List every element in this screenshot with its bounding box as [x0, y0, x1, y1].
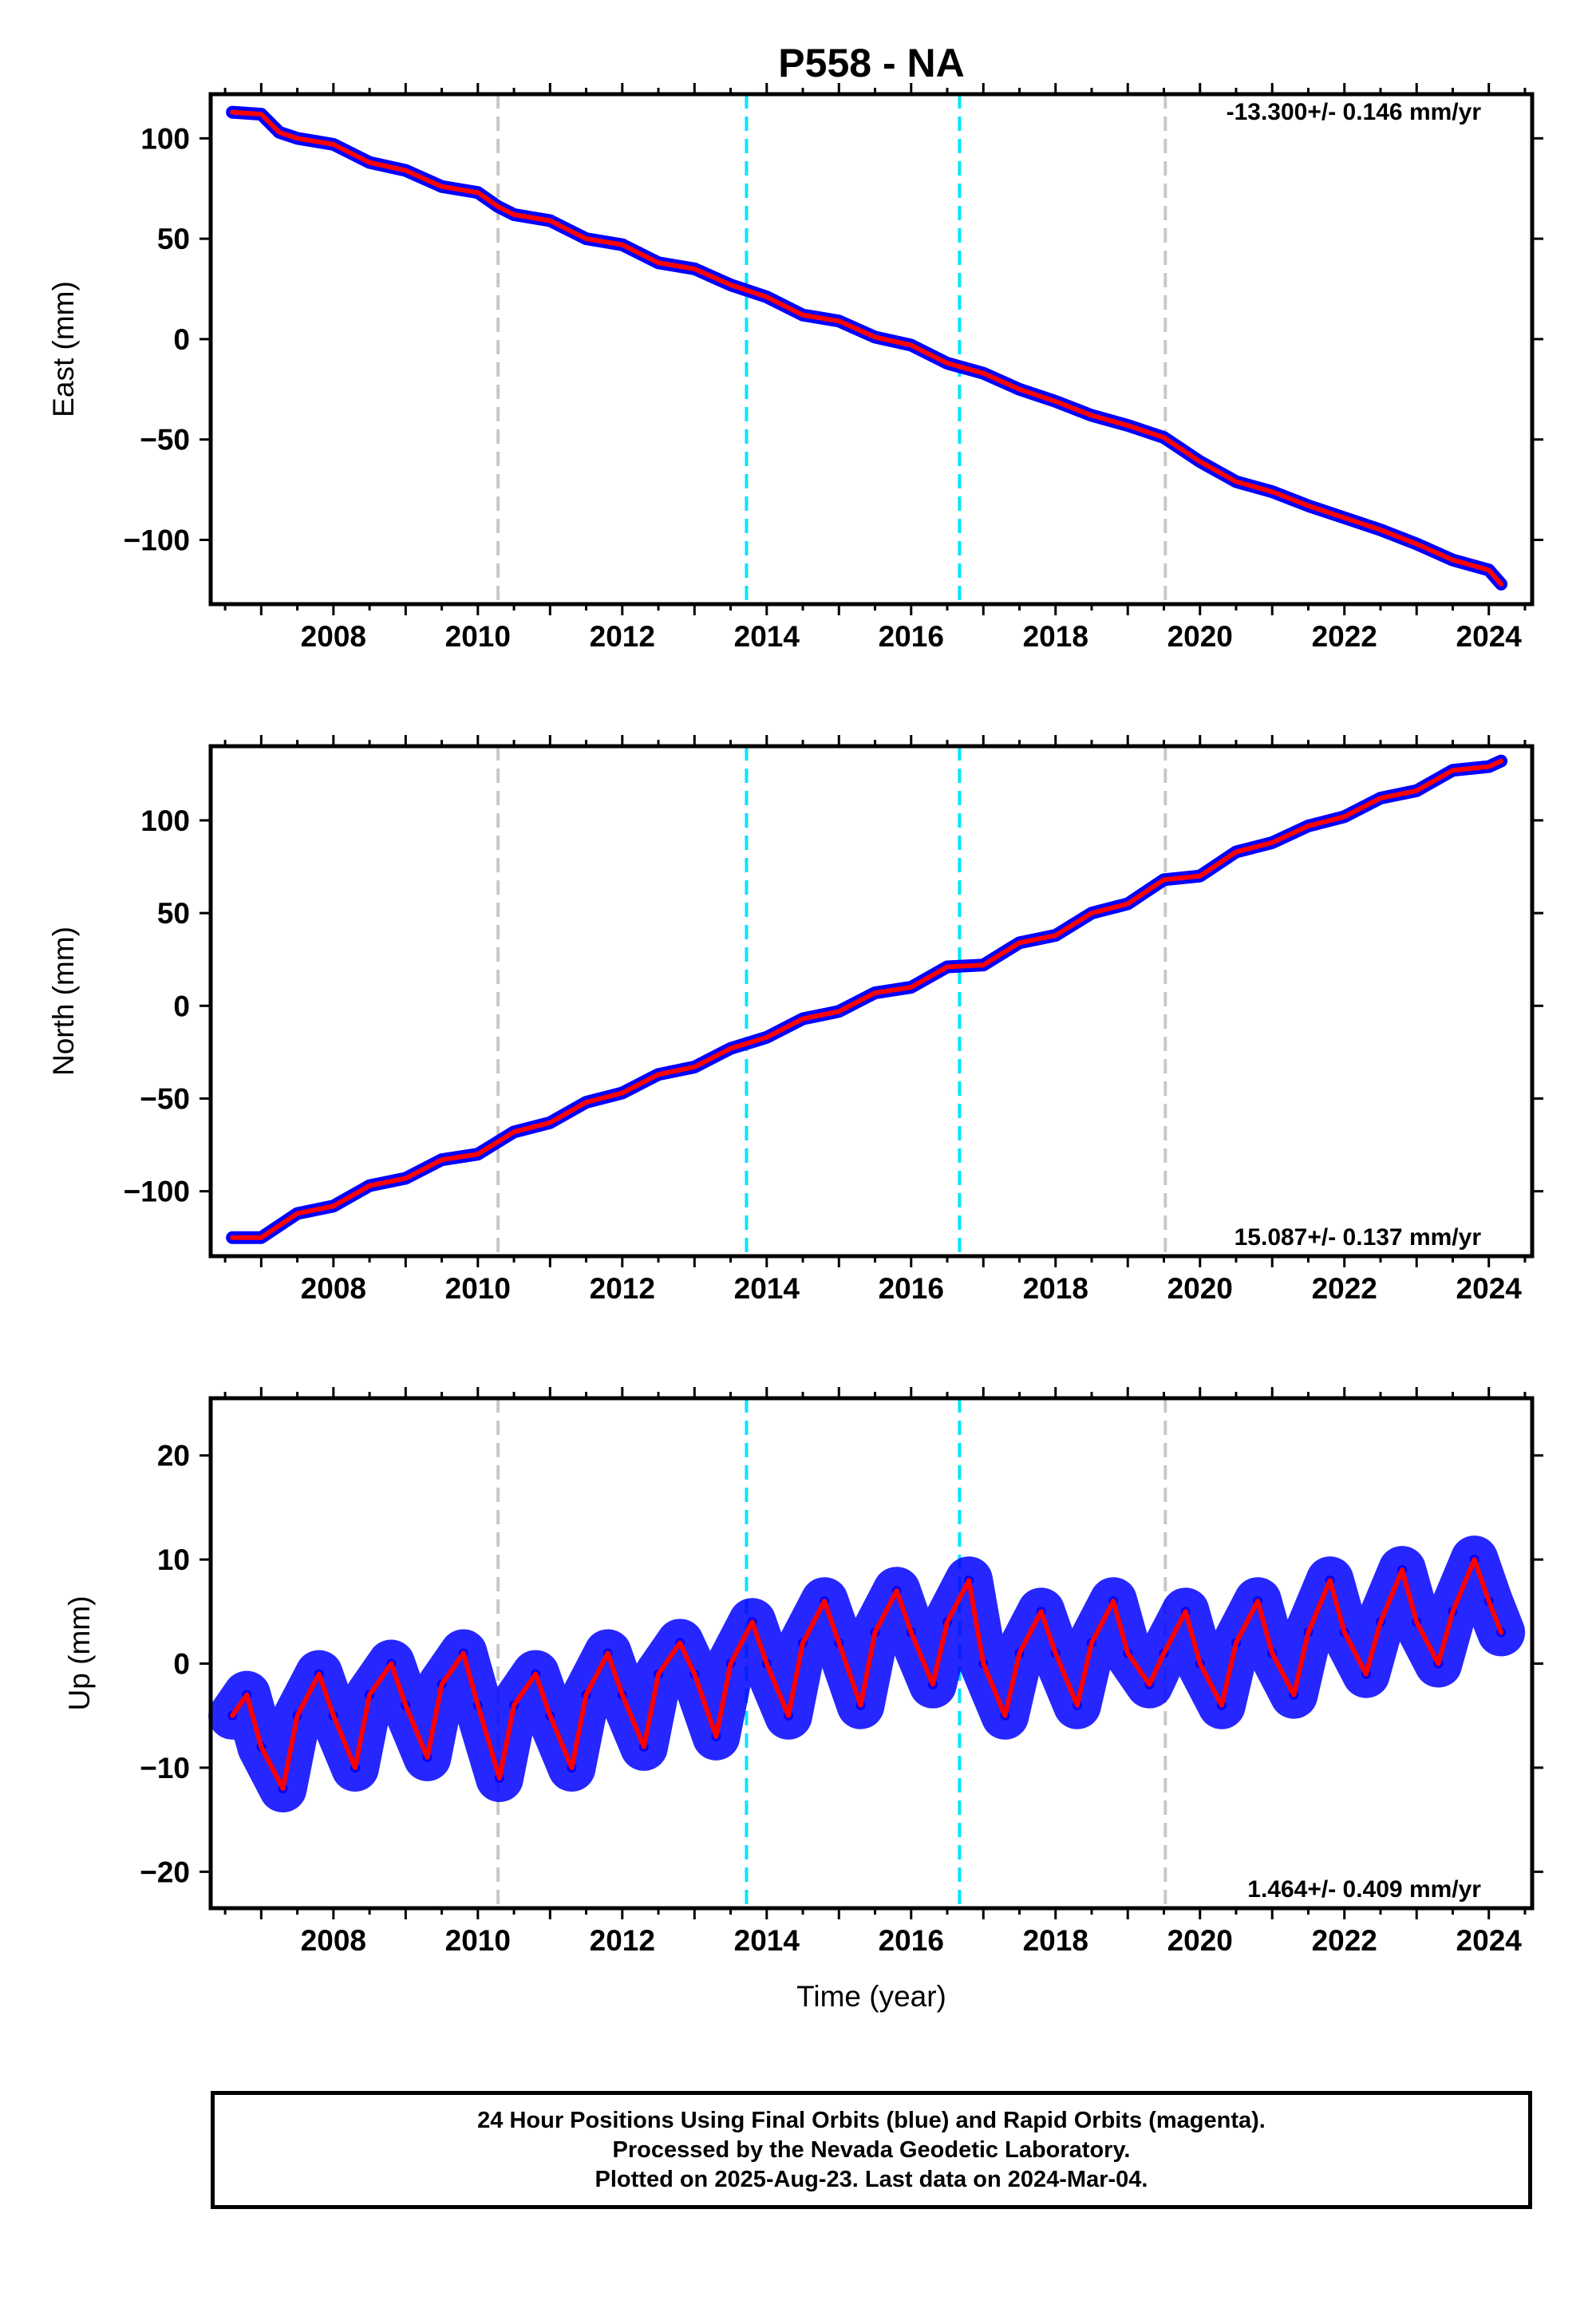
model-fit-line: [230, 1557, 1504, 1792]
footer-line-3: Plotted on 2025-Aug-23. Last data on 202…: [595, 2166, 1148, 2192]
x-tick-label: 2014: [734, 1924, 800, 1957]
data-points-band: [226, 105, 1508, 591]
x-tick-label: 2016: [879, 1272, 944, 1305]
model-fit-line: [230, 109, 1504, 587]
plot-frame: [208, 1396, 1535, 1911]
x-tick-label: 2020: [1167, 620, 1233, 653]
x-tick-label: 2010: [445, 620, 511, 653]
velocity-annotation: 15.087+/- 0.137 mm/yr: [1235, 1224, 1482, 1251]
x-tick-label: 2008: [301, 620, 366, 653]
y-tick-label: 0: [173, 990, 190, 1022]
footer-line-2: Processed by the Nevada Geodetic Laborat…: [612, 2136, 1131, 2163]
y-tick-label: −100: [124, 1176, 190, 1208]
x-tick-label: 2008: [301, 1924, 366, 1957]
y-tick-label: 0: [173, 1648, 190, 1681]
x-tick-label: 2024: [1456, 1924, 1523, 1957]
x-tick-label: 2024: [1456, 1272, 1523, 1305]
x-tick-label: 2012: [590, 620, 655, 653]
y-tick-label: −50: [140, 424, 190, 456]
chart-title: P558 - NA: [778, 41, 964, 85]
x-tick-label: 2018: [1023, 1924, 1088, 1957]
y-axis-title: East (mm): [47, 281, 80, 417]
x-tick-label: 2012: [590, 1924, 655, 1957]
x-tick-label: 2010: [445, 1924, 511, 1957]
velocity-annotation: -13.300+/- 0.146 mm/yr: [1227, 99, 1482, 125]
y-tick-label: 50: [157, 223, 190, 255]
y-axis-title: Up (mm): [63, 1596, 96, 1711]
footer-line-1: 24 Hour Positions Using Final Orbits (bl…: [477, 2107, 1266, 2133]
y-tick-label: −50: [140, 1082, 190, 1115]
x-tick-label: 2012: [590, 1272, 655, 1305]
velocity-annotation: 1.464+/- 0.409 mm/yr: [1247, 1876, 1481, 1903]
y-tick-label: 100: [140, 804, 190, 837]
x-tick-label: 2024: [1456, 620, 1523, 653]
plot-frame: [208, 92, 1535, 607]
x-tick-label: 2022: [1312, 1272, 1377, 1305]
y-tick-label: −100: [124, 524, 190, 556]
y-tick-label: 20: [157, 1440, 190, 1472]
x-tick-label: 2018: [1023, 620, 1088, 653]
panel-north: −100 −50 0 50 100 2008 2010 2012 2014 2016 2018 202…: [47, 735, 1543, 1305]
x-tick-label: 2022: [1312, 620, 1377, 653]
x-tick-label: 2020: [1167, 1272, 1233, 1305]
x-tick-label: 2020: [1167, 1924, 1233, 1957]
model-fit-line: [230, 758, 1504, 1240]
y-tick-label: 50: [157, 897, 190, 930]
panel-east: −100 −50 0 50 100 2008 2010 2012 2014 2016 2018 202…: [47, 83, 1543, 653]
footer-info-box: 24 Hour Positions Using Final Orbits (bl…: [211, 2091, 1532, 2209]
plot-frame: [208, 744, 1535, 1259]
x-tick-label: 2016: [879, 620, 944, 653]
x-tick-label: 2016: [879, 1924, 944, 1957]
y-tick-label: 100: [140, 122, 190, 155]
y-tick-label: −10: [140, 1752, 190, 1784]
x-tick-label: 2018: [1023, 1272, 1088, 1305]
panel-up: −20 −10 0 10 20 2008 2010 2012 2014 2016 2018 2020 2…: [63, 1387, 1543, 1957]
x-tick-label: 2014: [734, 1272, 800, 1305]
x-axis-title: Time (year): [796, 1980, 946, 2013]
x-tick-label: 2008: [301, 1272, 366, 1305]
x-tick-label: 2010: [445, 1272, 511, 1305]
x-tick-label: 2022: [1312, 1924, 1377, 1957]
y-tick-label: −20: [140, 1856, 190, 1888]
y-tick-label: 0: [173, 323, 190, 356]
y-axis-title: North (mm): [47, 927, 80, 1076]
x-tick-label: 2014: [734, 620, 800, 653]
y-tick-label: 10: [157, 1543, 190, 1576]
